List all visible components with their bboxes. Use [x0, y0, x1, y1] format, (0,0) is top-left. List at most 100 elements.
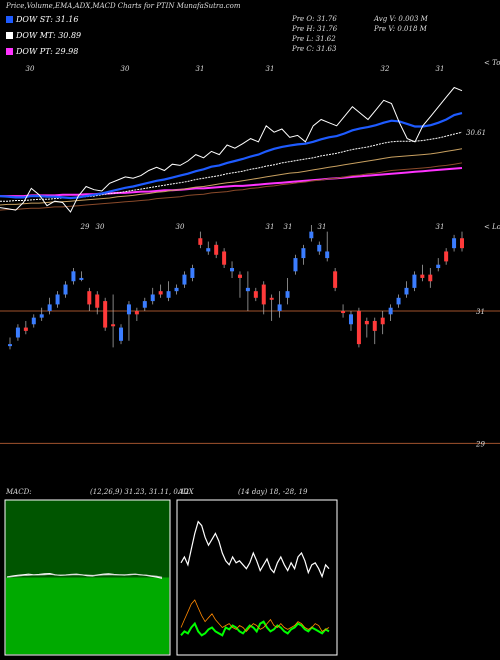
- candle-body: [356, 311, 361, 345]
- candle-body: [142, 301, 147, 308]
- legend-swatch: [6, 48, 13, 55]
- candle-body: [269, 297, 274, 300]
- candle-body: [230, 268, 235, 272]
- ema-line-ema-3: [0, 162, 463, 211]
- stat-pre-volume: Pre V: 0.018 M: [374, 25, 427, 33]
- candle-body: [396, 297, 401, 305]
- candle-body: [39, 314, 44, 318]
- macd-title: MACD:: [6, 488, 32, 496]
- candle-body: [134, 311, 139, 315]
- price-date-tick: 30: [176, 223, 185, 231]
- candle-body: [71, 271, 76, 282]
- candle-body: [182, 274, 187, 285]
- candle-body: [444, 251, 449, 262]
- price-date-tick: 31: [284, 223, 293, 231]
- adx-line-di: [180, 620, 330, 637]
- candle-body: [428, 274, 433, 282]
- candle-body: [119, 327, 124, 341]
- price-date-tick: 31: [266, 223, 275, 231]
- price-tick-label: 29: [475, 440, 485, 448]
- ema-date-tick: 31: [266, 65, 275, 73]
- candle-body: [206, 248, 211, 252]
- candle-body: [95, 294, 100, 308]
- macd-params: (12,26,9) 31.23, 31.11, 0.12: [90, 488, 189, 496]
- candle-body: [174, 287, 179, 292]
- adx-line-di: [180, 599, 330, 633]
- candle-body: [412, 274, 417, 288]
- ema-line-price: [0, 86, 463, 213]
- ema-corner-label: < Tops: [484, 59, 500, 67]
- legend-swatch: [6, 32, 13, 39]
- candle-body: [404, 287, 409, 295]
- price-date-tick: 29: [80, 223, 90, 231]
- price-date-tick: 31: [436, 223, 445, 231]
- stat-pre-high: Pre H: 31.76: [292, 25, 338, 33]
- candle-body: [31, 317, 36, 325]
- macd-line-signal: [6, 574, 163, 578]
- candle-body: [237, 274, 242, 278]
- candle-body: [15, 327, 20, 338]
- candle-body: [364, 320, 369, 325]
- adx-line-adx: [180, 520, 330, 579]
- ema-date-tick: 32: [381, 65, 390, 73]
- ema-line-dow-mt: [0, 131, 463, 202]
- adx-params: (14 day) 18, -28, 19: [238, 488, 308, 496]
- candle-body: [277, 304, 282, 312]
- price-date-tick: 30: [96, 223, 105, 231]
- stat-pre-close: Pre C: 31.63: [292, 45, 337, 53]
- candle-body: [87, 291, 92, 305]
- candle-body: [158, 291, 163, 295]
- candle-body: [436, 264, 441, 269]
- legend-dow-pt: DOW PT: 29.98: [6, 47, 78, 56]
- candle-body: [103, 301, 108, 328]
- price-tick-label: 31: [476, 308, 485, 316]
- candle-body: [261, 284, 266, 305]
- candle-body: [47, 304, 52, 312]
- candle-body: [63, 284, 68, 295]
- candle-body: [126, 304, 131, 315]
- ema-line-dow-st: [0, 112, 463, 200]
- candle-body: [341, 311, 346, 314]
- candle-body: [309, 231, 314, 239]
- candle-body: [372, 320, 377, 331]
- candle-body: [190, 268, 195, 278]
- candle-body: [111, 324, 116, 327]
- candle-body: [285, 291, 290, 298]
- ema-line-ema-2: [0, 148, 463, 206]
- price-corner-label: < Lows: [484, 223, 500, 231]
- candle-body: [214, 244, 219, 255]
- candle-body: [388, 307, 393, 315]
- candle-body: [23, 327, 28, 331]
- candle-body: [79, 277, 84, 280]
- candle-body: [293, 258, 298, 272]
- candle-body: [222, 251, 227, 265]
- ema-date-tick: 30: [121, 65, 130, 73]
- chart-title: Price,Volume,EMA,ADX,MACD Charts for PTI…: [6, 2, 241, 10]
- candle-body: [150, 294, 155, 302]
- candle-body: [452, 238, 457, 249]
- legend-dow-mt: DOW MT: 30.89: [6, 31, 81, 40]
- stat-pre-open: Pre O: 31.76: [292, 15, 337, 23]
- ema-date-tick: 31: [436, 65, 445, 73]
- ema-line-dow-pt: [0, 167, 463, 198]
- candle-body: [317, 244, 322, 252]
- candle-body: [333, 271, 338, 288]
- candle-body: [380, 317, 385, 325]
- candle-body: [301, 248, 306, 259]
- candle-body: [55, 294, 60, 305]
- ema-date-tick: 31: [196, 65, 205, 73]
- macd-lower-area: [6, 577, 169, 654]
- candle-body: [245, 287, 250, 292]
- adx-title: ADX: [178, 488, 194, 496]
- candle-body: [166, 291, 171, 298]
- candle-body: [325, 251, 330, 259]
- candle-body: [420, 274, 425, 278]
- candle-body: [198, 238, 203, 245]
- ema-price-label: 30.61: [466, 129, 486, 137]
- candle-body: [253, 291, 258, 298]
- legend-swatch: [6, 16, 13, 23]
- candle-body: [348, 314, 353, 325]
- candle-body: [8, 344, 12, 347]
- stat-pre-low: Pre L: 31.62: [292, 35, 336, 43]
